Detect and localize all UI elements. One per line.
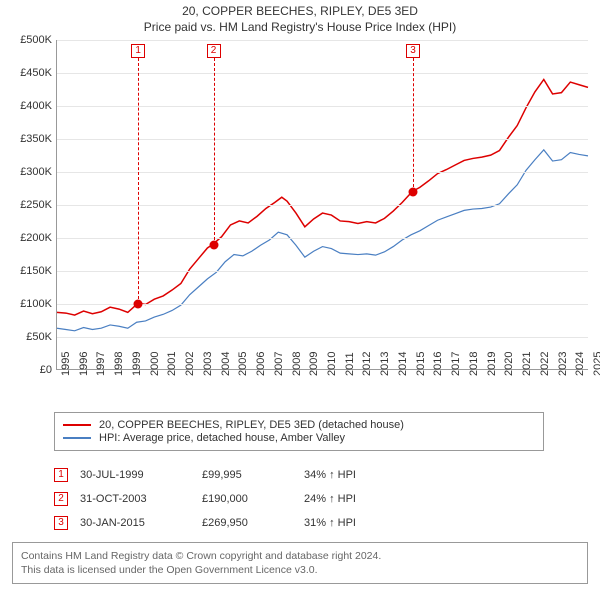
x-tick-label: 2007: [273, 352, 285, 376]
sale-row-pct: 24% ↑ HPI: [304, 493, 356, 505]
sale-vline-3: [413, 58, 414, 192]
x-tick-label: 2008: [291, 352, 303, 376]
y-tick-label: £350K: [12, 133, 52, 145]
x-tick-label: 2005: [237, 352, 249, 376]
gridline-h: [57, 205, 588, 206]
sale-row-date: 31-OCT-2003: [80, 493, 190, 505]
x-tick-label: 2022: [539, 352, 551, 376]
sale-marker-1: [134, 300, 143, 309]
sale-marker-2: [209, 240, 218, 249]
plot-area: 1 2 3: [56, 40, 588, 370]
y-tick-label: £450K: [12, 67, 52, 79]
gridline-h: [57, 73, 588, 74]
x-tick-label: 2024: [574, 352, 586, 376]
sale-row-box: 1: [54, 468, 68, 482]
legend-swatch-hpi: [63, 437, 91, 439]
x-tick-label: 2003: [202, 352, 214, 376]
x-tick-label: 2009: [308, 352, 320, 376]
chart-container: 1 2 3 £0 £50K £100K £150K £200K £250K £300K £350K…: [12, 40, 588, 400]
sale-row-price: £99,995: [202, 469, 292, 481]
chart-title-block: 20, COPPER BEECHES, RIPLEY, DE5 3ED Pric…: [0, 0, 600, 34]
y-tick-label: £150K: [12, 265, 52, 277]
sale-row-box: 3: [54, 516, 68, 530]
x-tick-label: 2023: [557, 352, 569, 376]
y-tick-label: £400K: [12, 100, 52, 112]
gridline-h: [57, 337, 588, 338]
sale-row-date: 30-JUL-1999: [80, 469, 190, 481]
gridline-h: [57, 106, 588, 107]
footer-line1: Contains HM Land Registry data © Crown c…: [21, 549, 579, 563]
sale-row-3: 3 30-JAN-2015 £269,950 31% ↑ HPI: [54, 514, 356, 532]
sale-marker-3: [409, 187, 418, 196]
gridline-h: [57, 40, 588, 41]
footer-attribution: Contains HM Land Registry data © Crown c…: [12, 542, 588, 584]
sale-row-price: £269,950: [202, 517, 292, 529]
gridline-h: [57, 139, 588, 140]
x-tick-label: 2019: [486, 352, 498, 376]
x-tick-label: 2012: [361, 352, 373, 376]
y-tick-label: £100K: [12, 298, 52, 310]
sale-vline-2: [214, 58, 215, 245]
x-tick-label: 1998: [113, 352, 125, 376]
sale-callout-1: 1: [131, 44, 145, 58]
sale-row-date: 30-JAN-2015: [80, 517, 190, 529]
x-tick-label: 2016: [432, 352, 444, 376]
x-tick-label: 1996: [78, 352, 90, 376]
legend-row-property: 20, COPPER BEECHES, RIPLEY, DE5 3ED (det…: [63, 419, 535, 431]
chart-title-address: 20, COPPER BEECHES, RIPLEY, DE5 3ED: [0, 4, 600, 18]
x-tick-label: 2011: [344, 352, 356, 376]
x-tick-label: 2001: [166, 352, 178, 376]
x-tick-label: 2025: [592, 352, 600, 376]
x-tick-label: 2020: [503, 352, 515, 376]
sale-row-pct: 34% ↑ HPI: [304, 469, 356, 481]
sale-row-price: £190,000: [202, 493, 292, 505]
x-tick-label: 2004: [220, 352, 232, 376]
gridline-h: [57, 172, 588, 173]
x-tick-label: 1997: [95, 352, 107, 376]
sale-row-pct: 31% ↑ HPI: [304, 517, 356, 529]
gridline-h: [57, 238, 588, 239]
y-tick-label: £200K: [12, 232, 52, 244]
x-tick-label: 2017: [450, 352, 462, 376]
x-tick-label: 2015: [415, 352, 427, 376]
sale-callout-2: 2: [207, 44, 221, 58]
x-tick-label: 1999: [131, 352, 143, 376]
x-tick-label: 1995: [60, 352, 72, 376]
legend-label-property: 20, COPPER BEECHES, RIPLEY, DE5 3ED (det…: [99, 419, 404, 431]
footer-line2: This data is licensed under the Open Gov…: [21, 563, 579, 577]
x-tick-label: 2010: [326, 352, 338, 376]
y-tick-label: £50K: [12, 331, 52, 343]
sales-list: 1 30-JUL-1999 £99,995 34% ↑ HPI 2 31-OCT-2003…: [54, 460, 356, 538]
legend-box: 20, COPPER BEECHES, RIPLEY, DE5 3ED (det…: [54, 412, 544, 451]
legend-row-hpi: HPI: Average price, detached house, Ambe…: [63, 432, 535, 444]
gridline-h: [57, 271, 588, 272]
y-tick-label: £300K: [12, 166, 52, 178]
x-tick-label: 2021: [521, 352, 533, 376]
chart-title-subtitle: Price paid vs. HM Land Registry's House …: [0, 20, 600, 34]
x-tick-label: 2002: [184, 352, 196, 376]
x-tick-label: 2014: [397, 352, 409, 376]
legend-swatch-property: [63, 424, 91, 426]
x-tick-label: 2000: [149, 352, 161, 376]
sale-row-box: 2: [54, 492, 68, 506]
legend-label-hpi: HPI: Average price, detached house, Ambe…: [99, 432, 345, 444]
y-tick-label: £0: [12, 364, 52, 376]
y-tick-label: £250K: [12, 199, 52, 211]
sale-vline-1: [138, 58, 139, 304]
y-tick-label: £500K: [12, 34, 52, 46]
x-tick-label: 2013: [379, 352, 391, 376]
sale-callout-3: 3: [406, 44, 420, 58]
series-line-property_price: [57, 79, 588, 315]
x-tick-label: 2006: [255, 352, 267, 376]
sale-row-2: 2 31-OCT-2003 £190,000 24% ↑ HPI: [54, 490, 356, 508]
sale-row-1: 1 30-JUL-1999 £99,995 34% ↑ HPI: [54, 466, 356, 484]
x-tick-label: 2018: [468, 352, 480, 376]
